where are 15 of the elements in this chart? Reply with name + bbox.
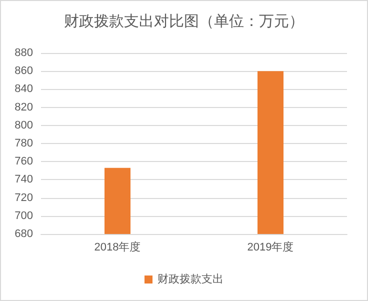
y-tick-label: 880 [14,47,33,59]
y-tick-label: 840 [14,83,33,96]
legend-label: 财政拨款支出 [158,272,224,286]
chart-title: 财政拨款支出对比图（单位：万元） [64,13,304,30]
x-tick-label: 2019年度 [247,240,294,254]
y-tick-label: 680 [14,228,33,240]
y-tick-label: 860 [14,65,33,78]
y-tick-label: 800 [14,119,33,132]
y-tick-label: 820 [14,101,33,114]
x-tick-label: 2018年度 [94,240,141,254]
y-tick-label: 720 [14,192,33,204]
y-tick-label: 740 [14,174,33,186]
y-tick-label: 780 [14,138,33,150]
y-tick-label: 700 [14,210,33,222]
y-tick-label: 760 [14,156,33,168]
